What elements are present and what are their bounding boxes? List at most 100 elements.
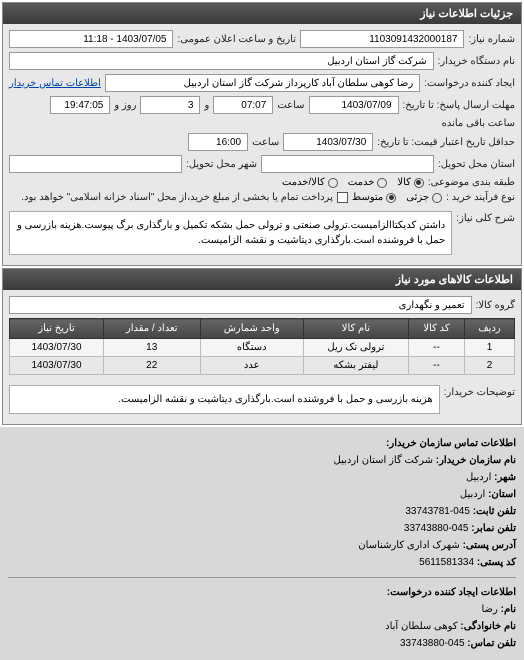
buy-type-radio-group: جزئی متوسط	[352, 192, 442, 203]
row-buyer-notes: توضیحات خریدار: هزینه بازرسی و حمل با فر…	[9, 381, 515, 414]
cell: 1403/07/30	[10, 357, 104, 375]
cell: --	[408, 339, 464, 357]
cell: 22	[103, 357, 200, 375]
table-row: 1 -- ترولی تک ریل دستگاه 13 1403/07/30	[10, 339, 515, 357]
row-creator: ایجاد کننده درخواست: رضا کوهی سلطان آباد…	[9, 74, 515, 92]
panel-body: شماره نیاز: 1103091432000187 تاریخ و ساع…	[3, 24, 521, 265]
fax-value: 045-33743880	[404, 523, 469, 534]
contact-title: اطلاعات تماس سازمان خریدار:	[8, 435, 516, 452]
cell: 13	[103, 339, 200, 357]
row-location: استان محل تحویل: شهر محل تحویل:	[9, 155, 515, 173]
radio-dot-icon	[386, 193, 396, 203]
deadline-date-field: 1403/07/09	[309, 96, 399, 114]
remain-days-field: 3	[140, 96, 200, 114]
postal-label: کد پستی:	[477, 557, 516, 568]
delivery-time-field: 16:00	[188, 133, 248, 151]
remain-label: ساعت باقی مانده	[442, 118, 515, 129]
radio-low[interactable]: جزئی	[406, 192, 442, 203]
deadline-time-field: 07:07	[213, 96, 273, 114]
contact-address-line: آدرس پستی: شهرک اداری کارشناسان	[8, 537, 516, 554]
radio-service[interactable]: خدمت	[348, 177, 388, 188]
province-field	[261, 155, 434, 173]
row-group: گروه کالا: تعمیر و نگهداری	[9, 296, 515, 314]
radio-goods-service[interactable]: کالا/خدمت	[282, 177, 338, 188]
table-header-row: ردیف کد کالا نام کالا واحد شمارش تعداد /…	[10, 319, 515, 339]
group-field: تعمیر و نگهداری	[9, 296, 472, 314]
province-label: استان محل تحویل:	[438, 159, 515, 170]
city-field	[9, 155, 182, 173]
col-date: تاریخ نیاز	[10, 319, 104, 339]
contact-org-line: نام سازمان خریدار: شرکت گاز استان اردبیل	[8, 452, 516, 469]
creator-phone-line: تلفن تماس: 045-33743880	[8, 635, 516, 652]
goods-panel-header: اطلاعات کالاهای مورد نیاز	[3, 269, 521, 290]
org-value: شرکت گاز استان اردبیل	[334, 455, 433, 466]
row-buyer-org: نام دستگاه خریدار: شرکت گاز استان اردبیل	[9, 52, 515, 70]
col-unit: واحد شمارش	[200, 319, 303, 339]
name-value: رضا	[481, 604, 497, 615]
creator-field: رضا کوهی سلطان آباد کارپرداز شرکت گاز اس…	[105, 74, 420, 92]
delivery-label: حداقل تاریخ اعتبار قیمت: تا تاریخ:	[377, 137, 515, 148]
note-text: پرداخت تمام یا بخشی از مبلغ خرید،از محل …	[21, 192, 333, 203]
col-code: کد کالا	[408, 319, 464, 339]
creator-title: اطلاعات ایجاد کننده درخواست:	[8, 584, 516, 601]
lastname-label: نام خانوادگی:	[460, 621, 516, 632]
general-notes: داشتن کدیکتاالزامیست.ترولی صنعتی و ترولی…	[9, 211, 452, 255]
deadline-label: مهلت ارسال پاسخ: تا تاریخ:	[403, 100, 515, 111]
phone2-value: 045-33743880	[400, 638, 465, 649]
city-label: شهر محل تحویل:	[186, 159, 257, 170]
creator-name-line: نام: رضا	[8, 601, 516, 618]
buyer-notes-label: توضیحات خریدار:	[444, 381, 515, 398]
low-label: جزئی	[406, 192, 429, 203]
goods-panel: اطلاعات کالاهای مورد نیاز گروه کالا: تعم…	[2, 268, 522, 425]
cell: 1	[465, 339, 515, 357]
contact-postal-line: کد پستی: 5611581334	[8, 554, 516, 571]
delivery-date-field: 1403/07/30	[283, 133, 373, 151]
contact-province-line: استان: اردبیل	[8, 486, 516, 503]
remain-and-label: و	[204, 100, 209, 111]
service-label: خدمت	[348, 177, 375, 188]
row-deadline: مهلت ارسال پاسخ: تا تاریخ: 1403/07/09 سا…	[9, 96, 515, 129]
city-value: اردبیل	[466, 472, 491, 483]
radio-dot-icon	[432, 193, 442, 203]
province-value: اردبیل	[460, 489, 485, 500]
radio-goods[interactable]: کالا	[397, 177, 424, 188]
general-label: شرح کلی نیاز:	[456, 207, 515, 224]
radio-dot-icon	[377, 178, 387, 188]
buyer-org-label: نام دستگاه خریدار:	[438, 56, 515, 67]
col-row: ردیف	[465, 319, 515, 339]
postal-value: 5611581334	[419, 557, 474, 568]
buy-type-label: نوع فرآیند خرید :	[446, 192, 515, 203]
goods-table: ردیف کد کالا نام کالا واحد شمارش تعداد /…	[9, 318, 515, 375]
delivery-time-label: ساعت	[252, 137, 279, 148]
contact-link[interactable]: اطلاعات تماس خریدار	[9, 78, 101, 89]
goods-panel-body: گروه کالا: تعمیر و نگهداری ردیف کد کالا …	[3, 290, 521, 424]
row-request-no: شماره نیاز: 1103091432000187 تاریخ و ساع…	[9, 30, 515, 48]
row-general: شرح کلی نیاز: داشتن کدیکتاالزامیست.ترولی…	[9, 207, 515, 255]
buyer-org-field: شرکت گاز استان اردبیل	[9, 52, 434, 70]
col-name: نام کالا	[303, 319, 408, 339]
row-buy-type: نوع فرآیند خرید : جزئی متوسط پرداخت تمام…	[9, 192, 515, 203]
fax-label: تلفن نمابر:	[471, 523, 516, 534]
contact-section: اطلاعات تماس سازمان خریدار: نام سازمان خ…	[0, 427, 524, 660]
radio-dot-icon	[328, 178, 338, 188]
creator-lastname-line: نام خانوادگی: کوهی سلطان آباد	[8, 618, 516, 635]
announce-label: تاریخ و ساعت اعلان عمومی:	[177, 34, 296, 45]
lastname-value: کوهی سلطان آباد	[385, 621, 457, 632]
remain-time-field: 19:47:05	[50, 96, 110, 114]
buyer-notes: هزینه بازرسی و حمل با فروشنده است.بارگذا…	[9, 385, 440, 414]
category-label: طبقه بندی موضوعی:	[428, 177, 515, 188]
payment-checkbox[interactable]	[337, 192, 348, 203]
org-label: نام سازمان خریدار:	[436, 455, 516, 466]
med-label: متوسط	[352, 192, 383, 203]
need-details-panel: جزئیات اطلاعات نیاز شماره نیاز: 11030914…	[2, 2, 522, 266]
table-row: 2 -- لیفتر بشکه عدد 22 1403/07/30	[10, 357, 515, 375]
address-label: آدرس پستی:	[463, 540, 516, 551]
group-label: گروه کالا:	[476, 300, 515, 311]
radio-dot-icon	[414, 178, 424, 188]
goods-label: کالا	[397, 177, 411, 188]
goods-service-label: کالا/خدمت	[282, 177, 325, 188]
contact-fax-line: تلفن نمابر: 045-33743880	[8, 520, 516, 537]
announce-field: 1403/07/05 - 11:18	[9, 30, 174, 48]
radio-med[interactable]: متوسط	[352, 192, 396, 203]
province-label: استان:	[488, 489, 516, 500]
